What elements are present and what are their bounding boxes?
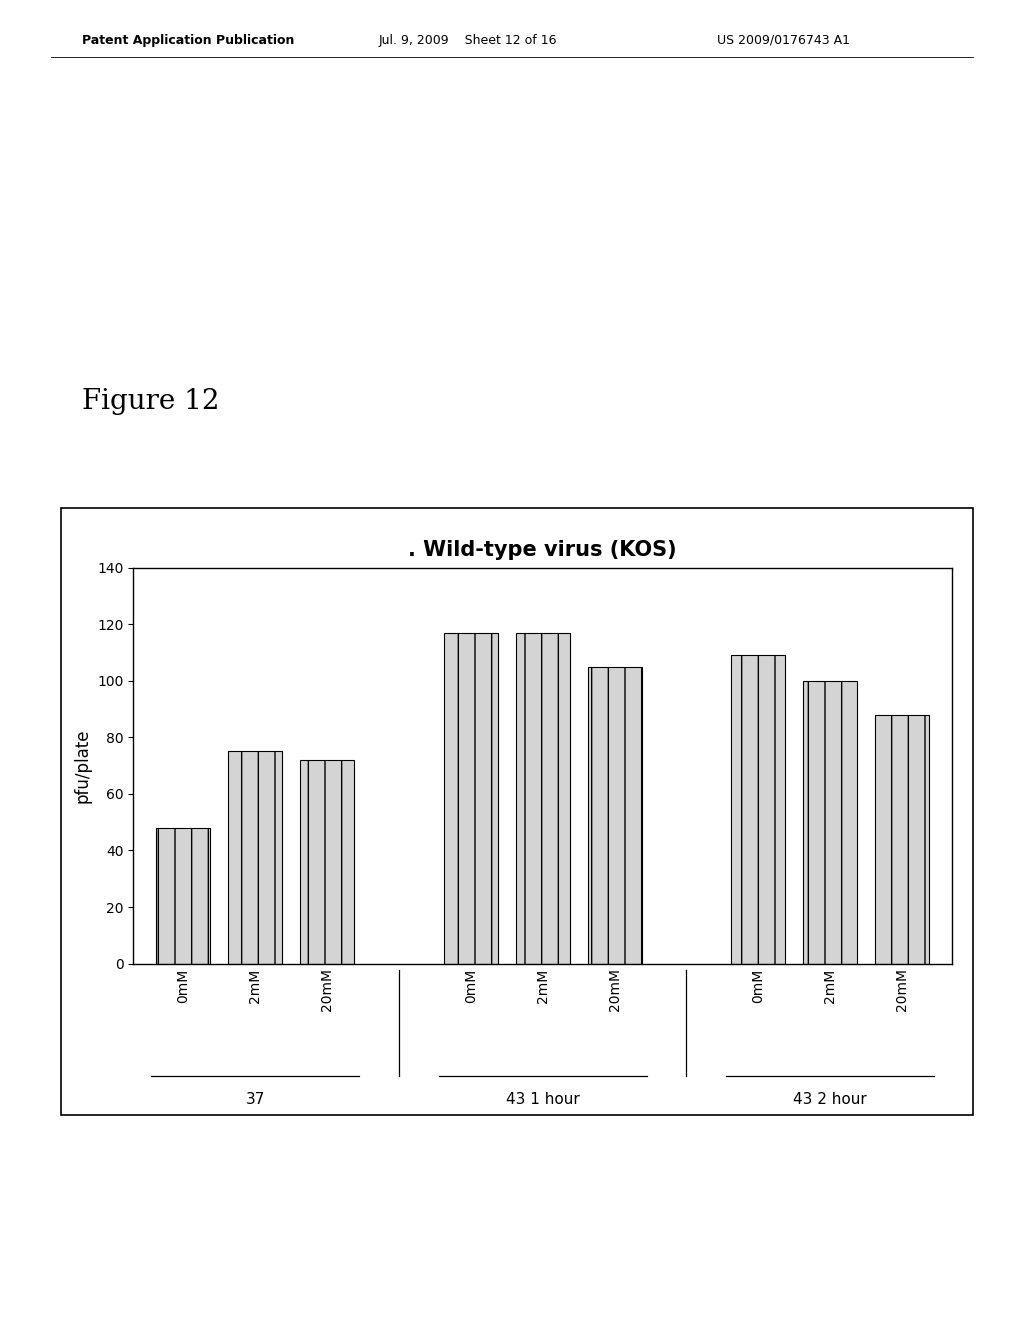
Text: 43 1 hour: 43 1 hour — [506, 1092, 580, 1106]
Text: Figure 12: Figure 12 — [82, 388, 219, 416]
Y-axis label: pfu/plate: pfu/plate — [74, 729, 91, 803]
Text: Patent Application Publication: Patent Application Publication — [82, 33, 294, 46]
Bar — [228, 751, 283, 964]
Bar — [444, 632, 498, 964]
Bar — [300, 760, 354, 964]
Text: US 2009/0176743 A1: US 2009/0176743 A1 — [717, 33, 850, 46]
Text: Jul. 9, 2009    Sheet 12 of 16: Jul. 9, 2009 Sheet 12 of 16 — [379, 33, 557, 46]
Bar — [157, 828, 210, 964]
Bar — [588, 667, 641, 964]
Text: 43 2 hour: 43 2 hour — [794, 1092, 867, 1106]
Bar — [876, 714, 929, 964]
Bar — [731, 655, 785, 964]
Text: 37: 37 — [246, 1092, 265, 1106]
Bar — [803, 681, 857, 964]
Title: . Wild-type virus (KOS): . Wild-type virus (KOS) — [409, 540, 677, 561]
Bar — [516, 632, 569, 964]
